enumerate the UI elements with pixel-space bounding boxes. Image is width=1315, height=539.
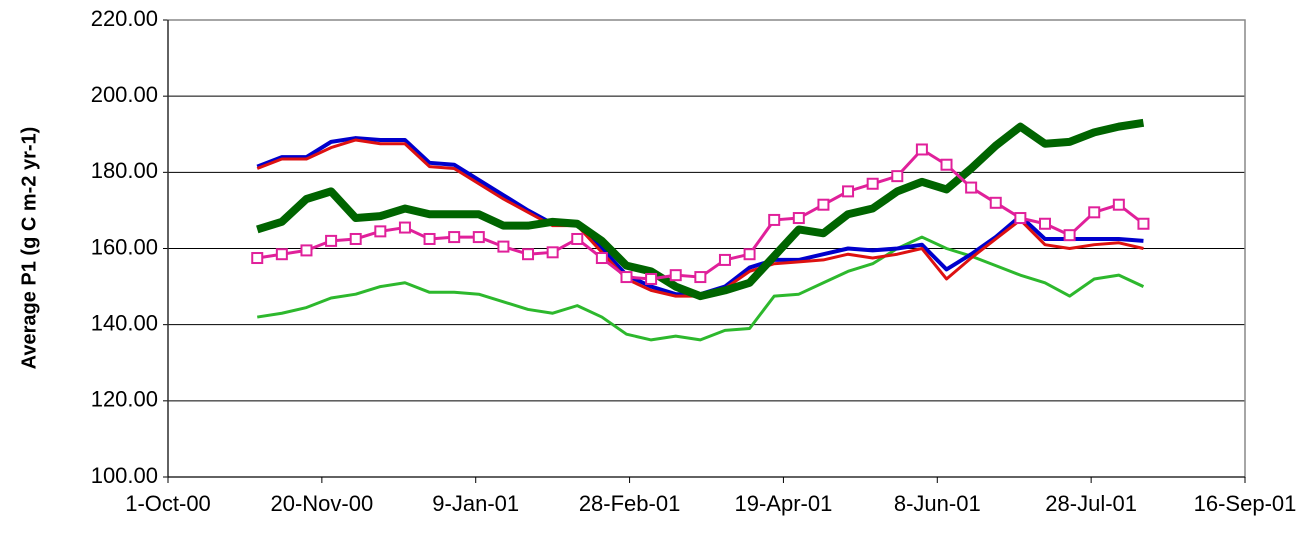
marker [325,234,338,247]
marker [965,181,978,194]
marker [497,240,510,253]
marker [940,158,953,171]
y-tick-label: 120.00 [91,387,158,412]
marker [1088,206,1101,219]
marker [792,212,805,225]
marker [620,271,633,284]
marker [571,232,584,245]
marker [275,248,288,261]
x-tick-label: 8-Jun-01 [894,491,981,516]
x-tick-label: 20-Nov-00 [270,491,373,516]
marker [866,177,879,190]
y-tick-label: 200.00 [91,82,158,107]
marker [423,232,436,245]
marker [915,143,928,156]
y-tick-label: 180.00 [91,158,158,183]
marker [891,170,904,183]
marker [645,272,658,285]
marker [1112,198,1125,211]
marker [448,231,461,244]
marker [768,213,781,226]
y-axis-label: Average P1 (g C m-2 yr-1) [18,127,40,370]
y-tick-label: 100.00 [91,463,158,488]
marker [718,253,731,266]
marker [989,196,1002,209]
marker [398,221,411,234]
x-tick-label: 1-Oct-00 [125,491,211,516]
marker [522,248,535,261]
marker [694,271,707,284]
marker [1014,212,1027,225]
marker [1137,217,1150,230]
y-tick-label: 140.00 [91,310,158,335]
marker [374,225,387,238]
series-line [257,235,1145,342]
marker [1063,229,1076,242]
y-tick-label: 220.00 [91,6,158,31]
marker [546,246,559,259]
marker [669,269,682,282]
marker [842,185,855,198]
marker [251,252,264,265]
marker [1038,217,1051,230]
marker [595,252,608,265]
marker [743,248,756,261]
x-tick-label: 16-Sep-01 [1194,491,1297,516]
x-tick-label: 28-Feb-01 [579,491,681,516]
y-tick-label: 160.00 [91,234,158,259]
marker [817,198,830,211]
marker [300,244,313,257]
x-tick-label: 9-Jan-01 [432,491,519,516]
marker [472,231,485,244]
series-line [256,118,1145,301]
x-tick-label: 28-Jul-01 [1045,491,1137,516]
marker [349,232,362,245]
x-tick-label: 19-Apr-01 [735,491,833,516]
